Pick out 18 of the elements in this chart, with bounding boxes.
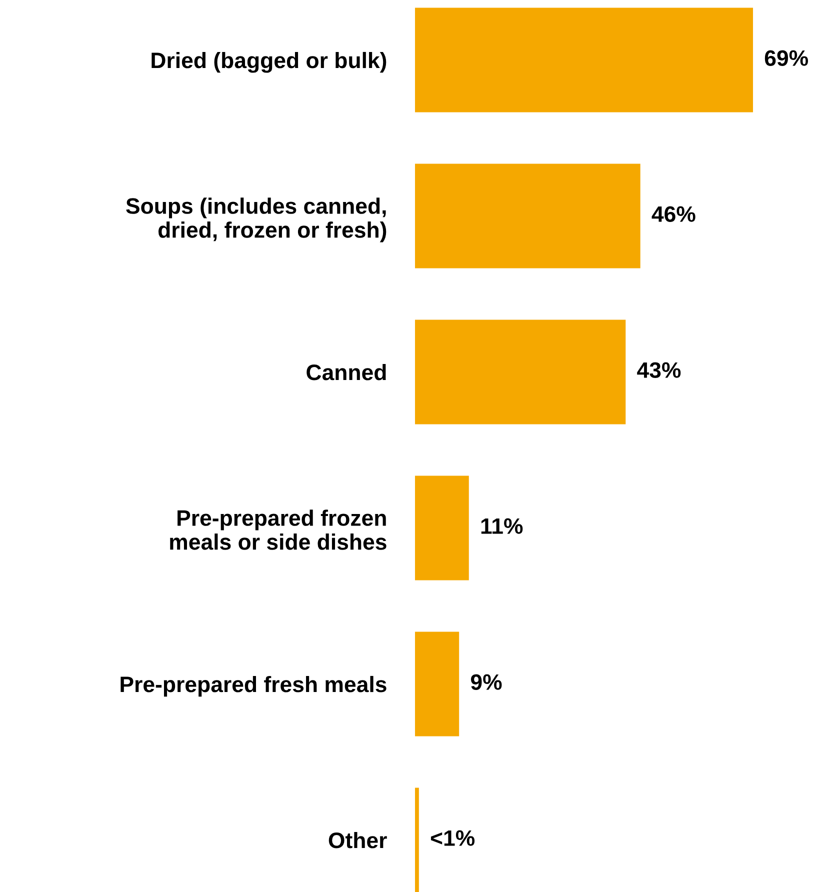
y-tick-label: Canned [306,364,386,380]
bar [415,8,753,112]
data-label: 11% [481,518,523,534]
bar [415,632,460,736]
data-label: 9% [470,674,502,690]
y-tick-label: Other [328,832,387,848]
y-tick-label: Pre-prepared frozen meals or side dishes [170,510,386,550]
data-label: <1% [430,830,475,846]
y-tick-label: Dried (bagged or bulk) [152,52,386,73]
data-label: 46% [652,206,696,222]
data-label: 43% [637,362,681,378]
bar [415,320,626,424]
y-tick-label: Pre-prepared fresh meals [120,676,386,697]
bar [415,788,419,892]
bar [415,476,469,580]
bar [415,164,640,268]
data-label: 69% [764,50,808,66]
y-tick-label: Soups (includes canned, dried, frozen or fresh) [126,198,386,242]
